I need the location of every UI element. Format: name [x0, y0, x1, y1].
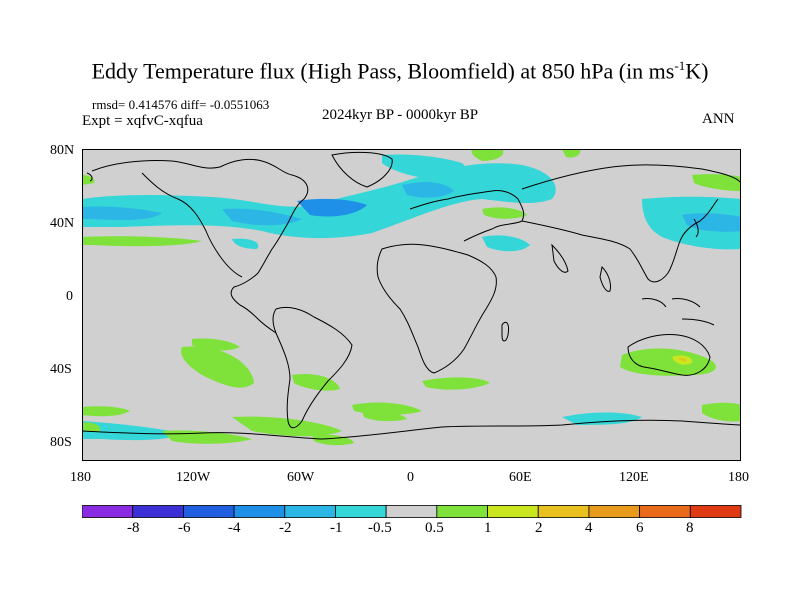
season-label: ANN: [702, 111, 735, 127]
colorbar-swatch: [182, 505, 235, 518]
colorbar-swatch: [132, 505, 184, 518]
lon-label-120w: 120W: [176, 470, 211, 485]
coastlines: [82, 151, 741, 440]
stats-line: rmsd= 0.414576 diff= -0.0551063: [92, 97, 270, 112]
colorbar-swatch: [537, 505, 590, 518]
colorbar-swatch: [335, 505, 387, 518]
colorbar-label: 1: [484, 520, 492, 536]
lon-label-120e: 120E: [619, 470, 649, 485]
lat-label-40s: 40S: [50, 362, 72, 377]
lat-label-40n: 40N: [50, 216, 75, 231]
lat-label-0: 0: [66, 289, 73, 304]
colorbar-label: -1: [330, 520, 343, 536]
colorbar-swatch: [385, 505, 438, 518]
map-panel: [82, 149, 741, 461]
lon-label-180e: 180: [728, 470, 749, 485]
colorbar-label: 6: [636, 520, 644, 536]
lat-label-80s: 80S: [50, 435, 72, 450]
lon-label-0: 0: [407, 470, 414, 485]
lon-label-60e: 60E: [509, 470, 532, 485]
colorbar-label: -2: [279, 520, 292, 536]
colorbar-label: 0.5: [425, 520, 444, 536]
experiment-label: Expt = xqfvC-xqfua: [82, 113, 203, 129]
colorbar-label: -4: [228, 520, 241, 536]
colorbar-swatch: [487, 505, 539, 518]
colorbar-swatch: [689, 505, 742, 518]
lat-label-80n: 80N: [50, 143, 75, 158]
chart-title: Eddy Temperature flux (High Pass, Bloomf…: [91, 58, 709, 84]
colorbar-label: -8: [127, 520, 140, 536]
colorbar-swatch: [588, 505, 641, 518]
strong-positive-flux-regions: [672, 355, 693, 365]
lon-label-60w: 60W: [287, 470, 315, 485]
colorbar: [82, 505, 742, 518]
colorbar-swatch: [436, 505, 488, 518]
colorbar-label: 4: [585, 520, 593, 536]
colorbar-swatch: [233, 505, 286, 518]
period-label: 2024kyr BP - 0000kyr BP: [322, 107, 479, 123]
lon-label-180w: 180: [70, 470, 91, 485]
map-frame: [82, 149, 741, 461]
positive-flux-regions: [82, 149, 741, 446]
colorbar-label: 8: [686, 520, 694, 536]
colorbar-swatch: [639, 505, 691, 518]
strong-negative-flux-regions: [82, 182, 741, 232]
colorbar-swatch: [284, 505, 336, 518]
colorbar-swatch: [82, 505, 134, 518]
colorbar-label: -0.5: [368, 520, 392, 536]
colorbar-label: -6: [178, 520, 191, 536]
colorbar-label: 2: [535, 520, 543, 536]
